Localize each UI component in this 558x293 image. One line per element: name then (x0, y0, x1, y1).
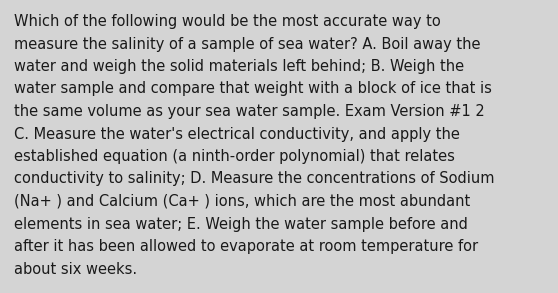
Text: established equation (a ninth-order polynomial) that relates: established equation (a ninth-order poly… (14, 149, 455, 164)
Text: after it has been allowed to evaporate at room temperature for: after it has been allowed to evaporate a… (14, 239, 478, 254)
Text: Which of the following would be the most accurate way to: Which of the following would be the most… (14, 14, 441, 29)
Text: (Na+ ) and Calcium (Ca+ ) ions, which are the most abundant: (Na+ ) and Calcium (Ca+ ) ions, which ar… (14, 194, 470, 209)
Text: C. Measure the water's electrical conductivity, and apply the: C. Measure the water's electrical conduc… (14, 127, 460, 142)
Text: measure the salinity of a sample of sea water? A. Boil away the: measure the salinity of a sample of sea … (14, 37, 480, 52)
Text: elements in sea water; E. Weigh the water sample before and: elements in sea water; E. Weigh the wate… (14, 217, 468, 231)
Text: conductivity to salinity; D. Measure the concentrations of Sodium: conductivity to salinity; D. Measure the… (14, 171, 494, 187)
Text: the same volume as your sea water sample. Exam Version #1 2: the same volume as your sea water sample… (14, 104, 485, 119)
Text: water and weigh the solid materials left behind; B. Weigh the: water and weigh the solid materials left… (14, 59, 464, 74)
Text: about six weeks.: about six weeks. (14, 261, 137, 277)
Text: water sample and compare that weight with a block of ice that is: water sample and compare that weight wit… (14, 81, 492, 96)
